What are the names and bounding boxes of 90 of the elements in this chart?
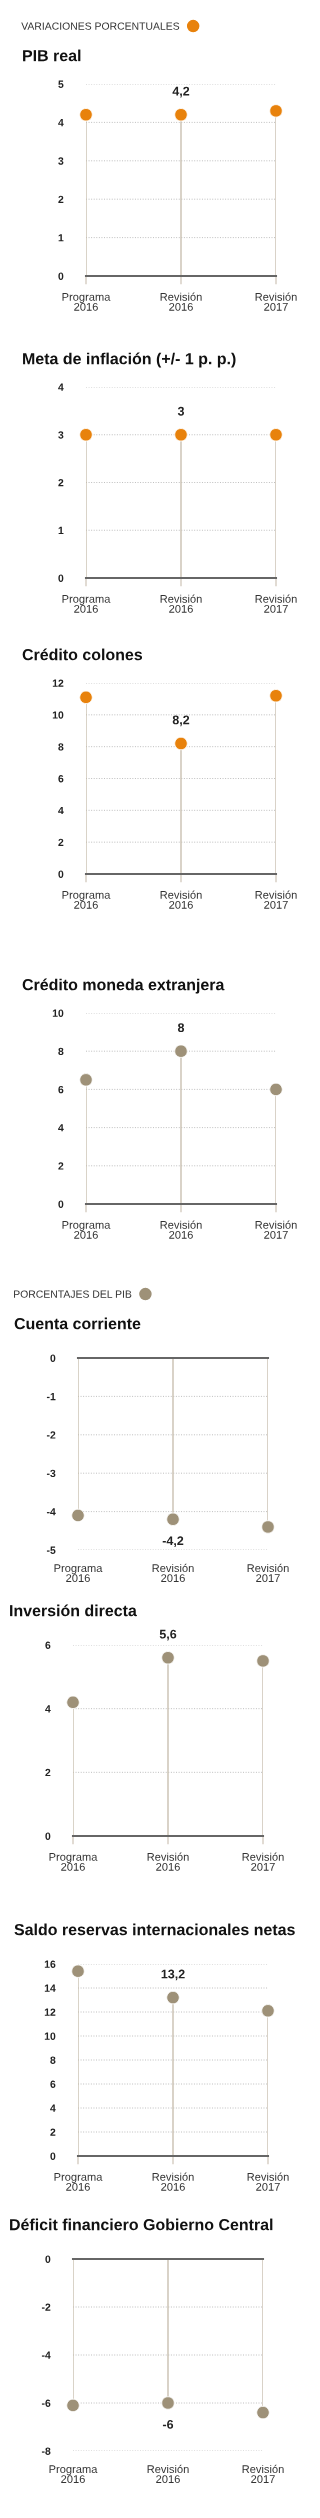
legend-label: PORCENTAJES DEL PIB bbox=[14, 1290, 132, 1298]
y-tick-label: 0 bbox=[58, 1200, 64, 1208]
y-tick-label: 4 bbox=[50, 2104, 56, 2112]
x-tick-label: Programa 2016 bbox=[62, 1221, 111, 1239]
y-tick-label: 10 bbox=[44, 2032, 56, 2040]
y-tick-label: -1 bbox=[46, 1393, 56, 1401]
y-tick-label: 4 bbox=[58, 383, 64, 391]
data-label: -6 bbox=[162, 2420, 174, 2429]
y-tick-label: 2 bbox=[45, 1768, 51, 1777]
y-tick-label: -2 bbox=[41, 2303, 51, 2311]
y-tick-label: 0 bbox=[45, 1832, 51, 1840]
x-tick-label: Revisión 2016 bbox=[147, 2464, 189, 2484]
y-tick-label: 0 bbox=[45, 2255, 51, 2263]
y-tick-label: 0 bbox=[58, 870, 64, 878]
y-tick-label: -6 bbox=[41, 2399, 51, 2407]
y-tick-label: 6 bbox=[58, 1085, 64, 1094]
chart-title: Crédito moneda extranjera bbox=[22, 978, 225, 994]
y-tick-label: 2 bbox=[58, 195, 64, 203]
x-tick-label: Programa 2016 bbox=[49, 2465, 98, 2484]
y-tick-label: 12 bbox=[44, 2008, 56, 2016]
y-tick-label: 4 bbox=[58, 1124, 64, 1132]
y-tick-label: -4 bbox=[41, 2351, 51, 2359]
y-tick-label: 6 bbox=[50, 2080, 56, 2088]
y-tick-label: 10 bbox=[52, 1009, 64, 1017]
y-tick-label: 2 bbox=[58, 479, 64, 487]
x-tick-label: Revisión 2017 bbox=[255, 1220, 297, 1239]
x-tick-label: Programa 2016 bbox=[54, 2173, 103, 2191]
y-tick-label: 2 bbox=[50, 2128, 56, 2136]
legend-label: VARIACIONES PORCENTUALES bbox=[21, 22, 180, 30]
y-tick-label: -8 bbox=[41, 2447, 51, 2455]
chart-title: Crédito colones bbox=[22, 648, 143, 661]
y-tick-label: 1 bbox=[58, 234, 64, 242]
x-tick-label: Revisión 2016 bbox=[160, 594, 202, 613]
y-tick-label: 5 bbox=[58, 80, 64, 88]
y-tick-label: 6 bbox=[58, 775, 64, 783]
x-tick-label: Revisión 2017 bbox=[247, 2172, 289, 2191]
y-tick-label: 4 bbox=[45, 1705, 51, 1713]
y-tick-label: 3 bbox=[58, 157, 64, 165]
y-tick-label: 8 bbox=[50, 2056, 56, 2064]
x-tick-label: Programa 2016 bbox=[62, 891, 111, 909]
y-tick-label: 4 bbox=[58, 119, 64, 127]
x-tick-label: Revisión 2017 bbox=[247, 1563, 289, 1583]
x-tick-label: Programa 2016 bbox=[54, 1564, 103, 1583]
y-tick-label: 3 bbox=[58, 431, 64, 439]
y-tick-label: 1 bbox=[58, 526, 64, 535]
chart-title: Meta de inflación (+/- 1 p. p.) bbox=[23, 352, 236, 368]
y-tick-label: 2 bbox=[58, 1162, 64, 1170]
x-tick-label: Programa 2016 bbox=[62, 595, 111, 613]
y-tick-label: 10 bbox=[52, 711, 64, 719]
x-tick-label: Revisión 2016 bbox=[152, 1563, 194, 1583]
chart-title: PIB real bbox=[23, 49, 81, 62]
y-tick-label: 16 bbox=[44, 1960, 56, 1968]
x-tick-label: Revisión 2017 bbox=[255, 594, 297, 613]
y-tick-label: -5 bbox=[46, 1546, 56, 1554]
y-tick-label: 4 bbox=[58, 806, 64, 815]
y-tick-label: 12 bbox=[52, 679, 64, 687]
y-tick-label: 0 bbox=[58, 272, 64, 280]
chart-title: Déficit financiero Gobierno Central bbox=[10, 2218, 273, 2231]
y-tick-label: 0 bbox=[50, 2152, 56, 2160]
data-label: 5,6 bbox=[159, 1629, 177, 1641]
x-tick-label: Revisión 2016 bbox=[152, 2172, 194, 2191]
x-tick-label: Revisión 2016 bbox=[160, 1220, 202, 1239]
y-tick-label: 6 bbox=[45, 1641, 51, 1649]
x-tick-label: Revisión 2016 bbox=[160, 292, 202, 311]
x-tick-label: Revisión 2017 bbox=[242, 2464, 284, 2484]
y-tick-label: 8 bbox=[58, 743, 64, 751]
x-tick-label: Revisión 2016 bbox=[147, 1852, 189, 1871]
data-label: -4,2 bbox=[162, 1536, 184, 1547]
chart-title: Saldo reservas internacionales netas bbox=[14, 1923, 295, 1936]
y-tick-label: 0 bbox=[50, 1354, 56, 1362]
x-tick-label: Revisión 2016 bbox=[160, 890, 202, 909]
chart-title: Inversión directa bbox=[10, 1604, 137, 1617]
data-label: 8 bbox=[177, 1023, 185, 1033]
x-tick-label: Programa 2016 bbox=[49, 1853, 98, 1871]
data-label: 4,2 bbox=[172, 86, 190, 98]
y-tick-label: 8 bbox=[58, 1047, 64, 1056]
y-tick-label: 0 bbox=[58, 574, 64, 582]
x-tick-label: Programa 2016 bbox=[62, 293, 111, 311]
y-tick-label: 2 bbox=[58, 838, 64, 846]
data-label: 3 bbox=[177, 406, 185, 416]
y-tick-label: 14 bbox=[44, 1984, 56, 1992]
y-tick-label: -3 bbox=[46, 1469, 56, 1478]
x-tick-label: Revisión 2017 bbox=[255, 292, 297, 311]
data-label: 8,2 bbox=[172, 715, 190, 727]
y-tick-label: -2 bbox=[46, 1431, 56, 1439]
x-tick-label: Revisión 2017 bbox=[242, 1852, 284, 1871]
data-label: 13,2 bbox=[161, 1969, 185, 1981]
x-tick-label: Revisión 2017 bbox=[255, 890, 297, 909]
chart-title: Cuenta corriente bbox=[14, 1317, 141, 1330]
y-tick-label: -4 bbox=[46, 1508, 56, 1516]
